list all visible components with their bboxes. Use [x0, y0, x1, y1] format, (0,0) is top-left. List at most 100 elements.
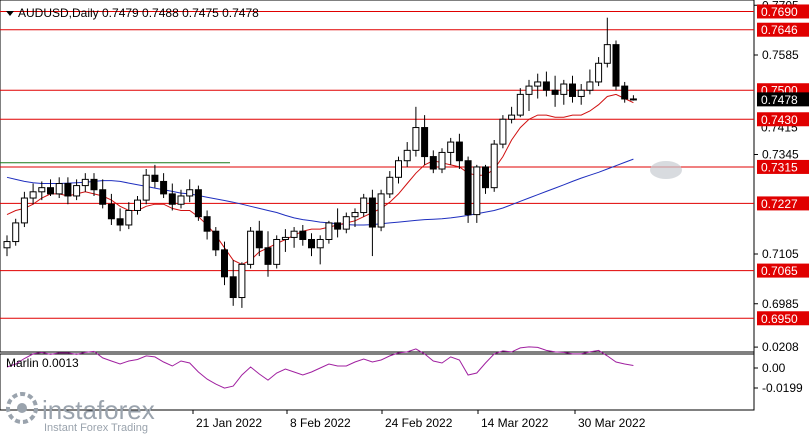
price-tick-label: 0.7105 [762, 247, 799, 261]
candle-body [534, 81, 542, 87]
candle-body [621, 85, 629, 100]
candle-body [194, 189, 202, 218]
candle-body [421, 127, 429, 158]
indicator-line [6, 346, 634, 389]
indicator-axis-ticks: 0.0208 0.00 -0.0199 [754, 340, 803, 395]
candle-body [107, 203, 115, 220]
candle-body [342, 216, 350, 230]
candle-body [168, 193, 176, 205]
level-label-bg [757, 159, 809, 174]
candle-body [47, 187, 54, 195]
candle-body [238, 263, 246, 299]
candle-body [403, 149, 411, 162]
candle-body [368, 197, 376, 228]
candle-body [508, 114, 516, 120]
marlin-line [6, 346, 634, 389]
collapse-arrow-icon[interactable] [6, 11, 14, 16]
candle-body [629, 98, 637, 101]
level-label-bg [757, 112, 809, 127]
candle-body [290, 230, 298, 238]
candle-body [542, 81, 550, 91]
level-labels: 0.74150.76900.76460.75000.74300.73150.72… [757, 4, 809, 326]
candle-body [212, 230, 220, 251]
time-label: 30 Mar 2022 [578, 416, 646, 430]
candle-body [38, 187, 46, 193]
candle-body [569, 83, 576, 97]
level-label: 0.7227 [761, 197, 798, 211]
instaforex-logo: instaforex Instant Forex Trading [6, 392, 155, 434]
candle-body [516, 93, 524, 116]
candle-body [3, 241, 11, 249]
logo-tagline: Instant Forex Trading [44, 422, 148, 434]
level-label: 0.7065 [761, 264, 798, 278]
indicator-tick-label: 0.00 [762, 361, 786, 375]
candle-body [134, 199, 141, 211]
candle-body [360, 197, 368, 214]
time-label: 8 Feb 2022 [290, 416, 351, 430]
logo-brand: instaforex [42, 395, 155, 425]
level-lines [0, 10, 754, 319]
candle-body [12, 222, 20, 243]
candle-body [316, 238, 324, 249]
candle-body [612, 44, 620, 87]
level-label: 0.7646 [761, 23, 798, 37]
candle-body [325, 222, 333, 240]
candle-body [551, 89, 559, 95]
indicator-label: Marlin 0.0013 [6, 356, 79, 370]
time-label: 24 Feb 2022 [385, 416, 453, 430]
candle-body [116, 218, 124, 226]
candle-body [229, 276, 237, 299]
ma-slow-line [6, 158, 634, 226]
candle-body [273, 238, 281, 265]
time-label: 21 Jan 2022 [196, 416, 262, 430]
price-tick-label: 0.7585 [762, 48, 799, 62]
highlight-marker [650, 161, 682, 179]
candle-body [281, 236, 289, 240]
candle-body [447, 141, 455, 153]
candle-body [299, 230, 307, 240]
candle-body [455, 141, 463, 162]
candle-body [395, 160, 402, 178]
candle-body [473, 166, 481, 216]
candle-body [560, 83, 568, 95]
candle-body [203, 216, 211, 232]
candle-body [151, 174, 159, 182]
candle-body [186, 189, 194, 197]
symbol-header: AUDUSD,Daily 0.7479 0.7488 0.7475 0.7478 [18, 6, 259, 20]
candle-body [264, 247, 272, 265]
candle-body [29, 191, 37, 199]
candle-body [499, 118, 507, 145]
candle-body [334, 222, 342, 230]
level-label: 0.7430 [761, 113, 798, 127]
indicator-tick-label: -0.0199 [762, 381, 803, 395]
level-label-bg [757, 311, 809, 326]
candle-body [99, 189, 107, 205]
price-tick-label: 0.7345 [762, 148, 799, 162]
time-label: 14 Mar 2022 [481, 416, 549, 430]
candle-body [308, 238, 315, 249]
candle-body [125, 209, 133, 226]
level-label-bg [757, 22, 809, 37]
candle-body [90, 178, 98, 191]
candle-body [603, 44, 611, 64]
candle-body [386, 176, 394, 195]
candle-body [55, 183, 63, 195]
candle-body [525, 85, 533, 95]
candle-body [595, 62, 603, 83]
level-label-bg [757, 196, 809, 211]
indicator-tick-label: 0.0208 [762, 340, 799, 354]
candle-body [438, 151, 446, 170]
level-label-bg [757, 263, 809, 278]
current-price-label: 0.7478 [761, 93, 798, 107]
candles [3, 17, 637, 308]
candle-body [81, 178, 89, 187]
candle-body [586, 81, 594, 91]
level-label: 0.6950 [761, 312, 798, 326]
time-axis-labels: 21 Jan 2022 8 Feb 2022 24 Feb 2022 14 Mar 2… [192, 410, 646, 430]
current-price-label-bg [757, 92, 809, 107]
indicator-panel [0, 353, 755, 411]
candle-body [429, 156, 437, 170]
price-panel [0, 0, 755, 353]
level-label-bg [757, 4, 809, 19]
